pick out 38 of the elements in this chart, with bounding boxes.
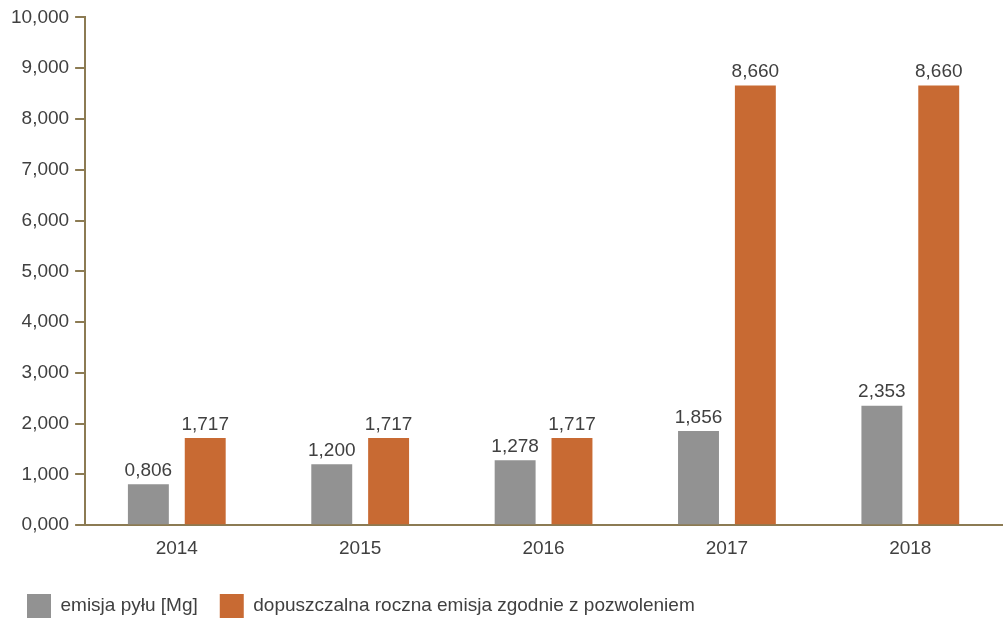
y-tick-label: 8,000 bbox=[21, 107, 70, 129]
y-tick-label: 6,000 bbox=[21, 208, 70, 230]
bar bbox=[368, 438, 410, 525]
data-label: 0,806 bbox=[124, 459, 173, 481]
y-tick-label: 10,000 bbox=[10, 5, 70, 27]
y-tick-label: 9,000 bbox=[21, 56, 70, 78]
bar bbox=[127, 484, 169, 525]
data-label: 8,660 bbox=[914, 60, 963, 82]
y-tick-label: 5,000 bbox=[21, 259, 70, 281]
x-tick-label: 2015 bbox=[339, 536, 382, 558]
data-label: 1,717 bbox=[364, 412, 413, 434]
data-label: 1,717 bbox=[548, 412, 596, 434]
data-label: 1,717 bbox=[181, 412, 229, 434]
bar bbox=[734, 85, 776, 525]
x-tick-label: 2014 bbox=[155, 536, 199, 558]
data-label: 8,660 bbox=[731, 60, 780, 82]
bar bbox=[678, 430, 719, 525]
bar bbox=[494, 460, 536, 525]
y-tick-label: 0,000 bbox=[21, 513, 70, 535]
x-tick-label: 2016 bbox=[522, 536, 565, 558]
y-tick-label: 4,000 bbox=[21, 310, 70, 332]
x-tick-label: 2017 bbox=[705, 536, 749, 558]
bar bbox=[861, 405, 903, 525]
data-label: 1,856 bbox=[674, 405, 723, 427]
bar bbox=[918, 85, 960, 525]
bar bbox=[551, 438, 593, 525]
data-label: 1,278 bbox=[491, 435, 539, 457]
y-tick-label: 3,000 bbox=[21, 361, 70, 383]
data-label: 2,353 bbox=[858, 380, 906, 402]
legend-label: dopuszczalna roczna emisja zgodnie z pozwoleniem bbox=[253, 594, 695, 616]
y-tick-label: 2,000 bbox=[21, 411, 70, 433]
data-label: 1,200 bbox=[307, 439, 356, 460]
y-tick-label: 1,000 bbox=[21, 462, 70, 484]
y-tick-label: 7,000 bbox=[21, 157, 70, 179]
bar bbox=[184, 438, 226, 525]
bar bbox=[311, 464, 353, 525]
legend-label: emisja pyłu [Mg] bbox=[60, 594, 198, 616]
x-tick-label: 2018 bbox=[889, 536, 932, 558]
